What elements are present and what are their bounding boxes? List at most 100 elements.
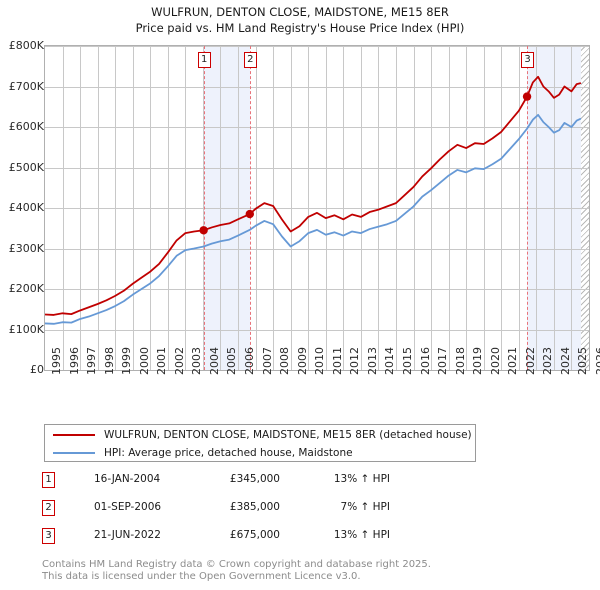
transaction-hpi-delta: 13% ↑ HPI [333,473,390,485]
gridline-horizontal [45,167,589,169]
transaction-index-badge: 2 [42,500,55,516]
x-axis-tick-label: 1999 [120,347,134,375]
y-axis-tick-label: £700K [8,79,44,93]
gridline-vertical [589,46,590,370]
x-axis-tick-label: 2021 [506,347,520,375]
transaction-date: 21-JUN-2022 [94,529,161,541]
y-axis-tick-label: £100K [8,322,44,336]
gridline-vertical [448,46,450,370]
gridline-vertical [483,46,485,370]
gridline-vertical [167,46,169,370]
gridline-vertical [571,46,573,370]
x-axis-tick-label: 2016 [418,347,432,375]
x-axis-tick-label: 2025 [576,347,590,375]
legend-label-price-paid: WULFRUN, DENTON CLOSE, MAIDSTONE, ME15 8… [104,429,472,441]
x-axis-tick-label: 2022 [523,347,537,375]
legend-swatch-red-icon [53,434,95,436]
gridline-vertical [413,46,415,370]
transaction-price: £385,000 [229,501,280,513]
chart-marker-2[interactable]: 2 [243,52,257,68]
gridline-vertical [132,46,134,370]
x-axis-tick-label: 2024 [558,347,572,375]
gridline-vertical [536,46,538,370]
x-axis-tick-label: 2005 [225,347,239,375]
x-axis-tick-label: 2012 [348,347,362,375]
gridline-vertical [518,46,520,370]
transaction-date: 16-JAN-2004 [94,473,161,485]
series-line-hpi [45,113,582,325]
transaction-point-1 [199,226,208,235]
y-axis-tick-label: £500K [8,160,44,174]
y-axis-tick-label: £600K [8,120,44,133]
gridline-horizontal [45,289,589,290]
gridline-vertical [62,46,64,370]
x-axis-tick-label: 2020 [488,347,502,375]
y-axis-tick-label: £0 [30,363,44,376]
x-axis-tick-label: 2019 [471,347,485,375]
gridline-vertical [343,46,345,370]
transactions-table: 1 16-JAN-2004 £345,000 13% ↑ HPI 2 01-SEP-200… [42,470,442,554]
event-line-3 [527,46,529,370]
transaction-hpi-delta: 7% ↑ HPI [340,501,390,513]
gridline-vertical [185,46,187,370]
event-line-1 [203,46,205,370]
chart-marker-3[interactable]: 3 [521,52,535,68]
footer-line-2: This data is licensed under the Open Gov… [42,571,361,582]
x-axis-tick-label: 2014 [383,347,397,375]
legend-item-hpi: HPI: Average price, detached house, Maid… [45,444,475,462]
gridline-vertical [325,46,327,370]
gridline-vertical [501,46,503,370]
chart-plot-area [44,45,590,371]
gridline-vertical [97,46,99,370]
x-axis-tick-label: 1995 [50,347,63,375]
x-axis-tick-label: 2008 [278,347,292,375]
x-axis-tick-label: 2013 [365,347,379,375]
legend-label-hpi: HPI: Average price, detached house, Maid… [104,447,353,459]
footer-line-1: Contains HM Land Registry data © Crown c… [42,559,431,570]
gridline-horizontal [45,208,589,209]
x-axis-tick-label: 1997 [85,347,99,375]
gridline-vertical [80,46,82,370]
transaction-price: £675,000 [229,529,280,541]
x-axis-tick-label: 1996 [67,347,81,375]
gridline-horizontal [45,329,589,331]
series-line-price-paid [45,75,582,316]
transaction-index-badge: 3 [42,528,55,544]
gridline-horizontal [45,46,589,47]
gridline-vertical [238,46,240,370]
gridline-vertical [202,46,204,370]
gridline-vertical [220,46,222,370]
transaction-row: 1 16-JAN-2004 £345,000 13% ↑ HPI [42,470,442,498]
x-axis-tick-label: 2018 [453,347,467,375]
gridline-horizontal [45,127,589,128]
transaction-index-badge: 1 [42,472,55,488]
transaction-point-2 [245,209,254,219]
x-axis-tick-label: 2007 [260,347,274,375]
legend-swatch-blue-icon [53,452,95,454]
gridline-vertical [431,46,433,370]
transaction-date: 01-SEP-2006 [94,501,162,513]
chart-marker-1[interactable]: 1 [197,52,211,68]
x-axis-tick-label: 2023 [541,347,555,375]
transaction-hpi-delta: 13% ↑ HPI [333,529,390,541]
chart-series-layer [45,75,582,325]
chart-legend: WULFRUN, DENTON CLOSE, MAIDSTONE, ME15 8… [44,424,476,462]
y-axis-tick-label: £200K [8,282,44,295]
x-axis-tick-label: 2000 [137,347,151,375]
x-axis-tick-label: 2006 [243,347,257,375]
transaction-row: 2 01-SEP-2006 £385,000 7% ↑ HPI [42,498,442,526]
footer-attribution: Contains HM Land Registry data © Crown c… [42,559,562,583]
title-subtitle: Price paid vs. HM Land Registry's House … [135,21,465,35]
gridline-vertical [308,46,310,370]
transaction-price: £345,000 [229,473,280,485]
x-axis-tick-label: 2015 [400,347,414,375]
gridline-horizontal [45,86,589,88]
gridline-vertical [290,46,292,370]
title-address: WULFRUN, DENTON CLOSE, MAIDSTONE, ME15 8… [151,5,449,19]
transaction-row: 3 21-JUN-2022 £675,000 13% ↑ HPI [42,526,442,554]
x-axis-tick-label: 2011 [330,347,344,375]
y-axis-tick-label: £300K [8,241,44,255]
x-axis-tick-label: 2002 [172,347,186,375]
gridline-vertical [378,46,380,370]
